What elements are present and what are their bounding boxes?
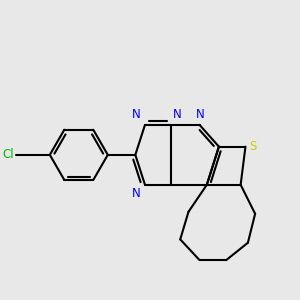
Text: N: N: [132, 109, 141, 122]
Text: N: N: [173, 109, 182, 122]
Text: Cl: Cl: [2, 148, 14, 161]
Text: S: S: [249, 140, 257, 153]
Text: N: N: [132, 187, 141, 200]
Text: N: N: [196, 109, 205, 122]
